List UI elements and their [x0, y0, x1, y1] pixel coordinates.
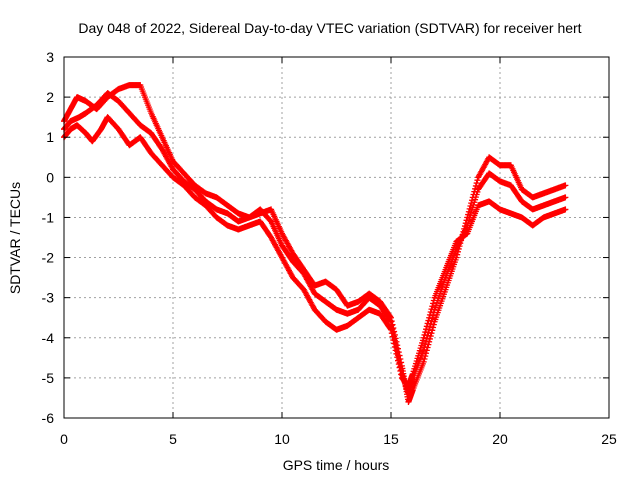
data-point	[387, 317, 394, 324]
data-point	[398, 371, 405, 378]
data-point	[425, 317, 432, 324]
data-point	[428, 306, 435, 313]
data-point	[391, 340, 398, 347]
y-axis-label: SDTVAR / TECUs	[7, 182, 23, 294]
data-point	[395, 361, 402, 368]
data-point	[392, 347, 399, 354]
grid	[64, 57, 609, 418]
data-point	[388, 326, 394, 333]
data-point	[390, 337, 397, 344]
data-point	[397, 368, 404, 375]
data-point	[423, 323, 430, 330]
data-point	[389, 333, 396, 340]
data-marks	[61, 82, 569, 405]
x-tick-label: 15	[383, 431, 399, 447]
data-point	[393, 350, 400, 357]
data-point	[473, 180, 480, 187]
data-point	[429, 303, 436, 310]
y-tick-label: -1	[42, 209, 55, 225]
y-tick-label: -4	[42, 330, 55, 346]
data-point	[423, 326, 430, 333]
data-point	[427, 308, 434, 315]
data-point	[430, 297, 437, 304]
series-track-3	[61, 114, 569, 389]
y-axis-ticks: 3 2 1 0 -1 -2 -3 -4 -5 -6	[42, 49, 609, 426]
data-point	[562, 206, 569, 213]
x-tick-label: 25	[601, 431, 617, 447]
data-point	[422, 329, 429, 336]
y-tick-label: -6	[42, 410, 55, 426]
data-point	[423, 338, 430, 345]
data-point	[426, 314, 433, 321]
data-point	[430, 300, 437, 307]
data-point	[420, 346, 427, 353]
data-point	[420, 334, 427, 341]
data-point	[387, 325, 394, 332]
data-point	[424, 320, 431, 327]
series-track-2	[61, 90, 569, 397]
data-point	[388, 318, 394, 325]
y-tick-label: -2	[42, 250, 55, 266]
x-axis-label: GPS time / hours	[283, 457, 390, 473]
data-point	[396, 364, 403, 371]
data-point	[421, 331, 428, 338]
x-tick-label: 5	[169, 431, 177, 447]
data-point	[562, 194, 569, 201]
data-point	[562, 182, 569, 189]
x-tick-label: 10	[274, 431, 290, 447]
plot-frame	[63, 56, 610, 419]
y-tick-label: -5	[42, 370, 55, 386]
y-tick-label: 1	[46, 129, 54, 145]
data-point	[421, 355, 428, 362]
data-point	[426, 311, 433, 318]
data-point	[395, 357, 402, 364]
chart-title: Day 048 of 2022, Sidereal Day-to-day VTE…	[78, 20, 581, 36]
data-point	[394, 354, 401, 361]
y-tick-label: 3	[46, 49, 54, 65]
y-tick-label: 0	[46, 169, 54, 185]
data-point	[422, 341, 429, 348]
data-point	[421, 343, 428, 350]
series-track-1	[61, 82, 569, 405]
x-axis-ticks: 0 5 10 15 20 25	[60, 57, 617, 447]
data-point	[388, 330, 395, 337]
y-tick-label: 2	[46, 89, 54, 105]
x-tick-label: 20	[492, 431, 508, 447]
data-point	[474, 177, 481, 184]
data-point	[391, 343, 398, 350]
x-tick-label: 0	[60, 431, 68, 447]
y-tick-label: -3	[42, 290, 55, 306]
